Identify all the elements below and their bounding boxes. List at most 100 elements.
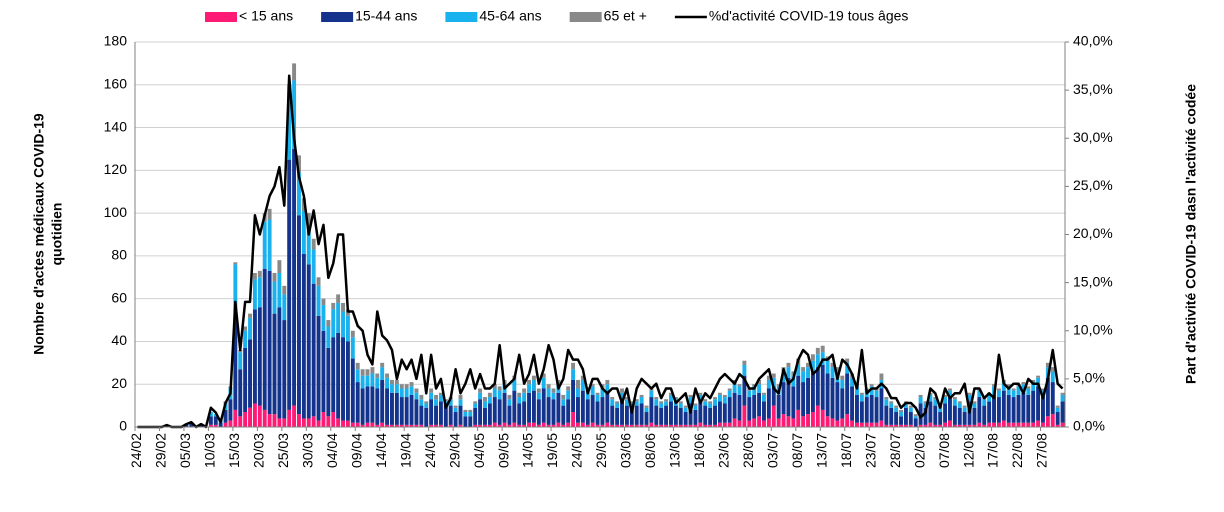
bar-segment	[507, 405, 512, 425]
bar-segment	[429, 388, 434, 393]
bar-segment	[512, 390, 517, 423]
bar-segment	[791, 371, 796, 376]
x-tick-label: 29/02	[153, 433, 169, 468]
x-tick-label: 20/03	[251, 433, 267, 468]
bar-segment	[830, 418, 835, 427]
x-tick-label: 03/06	[618, 433, 634, 468]
x-tick-label: 29/04	[446, 433, 462, 468]
bar-segment	[928, 422, 933, 427]
bar-segment	[277, 273, 282, 308]
x-tick-label: 04/05	[471, 433, 487, 468]
bar-segment	[899, 416, 903, 425]
bar-segment	[678, 424, 683, 427]
bar-segment	[483, 401, 487, 408]
bar-segment	[717, 422, 722, 427]
bar-segment	[595, 401, 600, 425]
bar-segment	[727, 397, 732, 423]
bar-segment	[512, 379, 517, 391]
bar-segment	[727, 390, 732, 398]
bar-segment	[874, 422, 879, 427]
bar-segment	[840, 379, 845, 389]
bar-segment	[698, 401, 703, 423]
bar-segment	[370, 386, 375, 423]
bar-segment	[806, 414, 810, 427]
bar-segment	[478, 424, 483, 427]
bar-segment	[590, 384, 595, 387]
bar-segment	[722, 394, 727, 398]
bar-segment	[644, 407, 649, 413]
bar-segment	[390, 379, 394, 385]
bar-segment	[967, 424, 972, 427]
bar-segment	[218, 422, 223, 427]
bar-segment	[360, 375, 365, 389]
bar-segment	[624, 424, 629, 427]
bar-segment	[1001, 390, 1006, 421]
bar-segment	[517, 397, 522, 404]
bar-segment	[375, 424, 380, 427]
bar-segment	[434, 424, 438, 427]
bar-segment	[796, 409, 801, 427]
bar-segment	[541, 373, 546, 378]
bar-segment	[277, 418, 282, 427]
y-tick-label: 120	[104, 161, 128, 177]
y2-tick-label: 25,0%	[1073, 177, 1113, 193]
bar-segment	[771, 373, 776, 378]
bar-segment	[321, 305, 326, 331]
x-tick-label: 19/04	[397, 433, 413, 468]
bar-segment	[590, 386, 595, 395]
bar-segment	[1041, 397, 1045, 423]
bar-segment	[326, 320, 331, 327]
bar-segment	[1021, 422, 1026, 427]
bar-segment	[385, 388, 390, 425]
bar-segment	[399, 388, 404, 398]
bar-segment	[850, 377, 855, 387]
bar-segment	[438, 392, 443, 395]
bar-segment	[531, 390, 536, 423]
bar-segment	[708, 401, 713, 404]
bar-segment	[962, 405, 967, 408]
bar-segment	[899, 409, 903, 413]
bar-segment	[938, 407, 943, 413]
bar-segment	[297, 414, 301, 427]
bar-segment	[394, 424, 399, 427]
bar-segment	[1031, 379, 1036, 383]
bar-segment	[639, 424, 644, 427]
bar-segment	[855, 394, 859, 423]
bar-segment	[708, 403, 713, 408]
bar-segment	[243, 330, 248, 348]
legend-swatch	[569, 12, 602, 22]
y-tick-label: 20	[111, 375, 127, 391]
bar-segment	[923, 403, 928, 408]
bar-segment	[713, 397, 717, 400]
bar-segment	[624, 397, 629, 400]
bar-segment	[531, 379, 536, 391]
x-tick-label: 14/04	[373, 433, 389, 468]
bar-segment	[659, 424, 664, 427]
bar-segment	[703, 405, 708, 425]
bar-segment	[737, 420, 742, 427]
bar-segment	[590, 422, 595, 427]
bar-segment	[962, 424, 967, 427]
bar-segment	[683, 405, 688, 408]
bar-segment	[815, 367, 820, 406]
bar-segment	[409, 394, 414, 425]
bar-segment	[551, 388, 556, 393]
bar-segment	[766, 418, 771, 427]
bar-segment	[669, 392, 673, 395]
bar-segment	[771, 377, 776, 387]
bar-segment	[654, 397, 659, 400]
bar-segment	[199, 424, 204, 427]
bar-segment	[331, 302, 336, 310]
bar-segment	[967, 394, 972, 402]
bar-segment	[835, 367, 840, 372]
bar-segment	[683, 407, 688, 413]
x-tick-label: 19/05	[544, 433, 560, 468]
bar-segment	[634, 424, 639, 427]
bar-segment	[781, 414, 786, 427]
bar-segment	[766, 375, 771, 380]
bar-segment	[943, 397, 948, 404]
bar-segment	[791, 386, 796, 419]
bar-segment	[287, 159, 292, 410]
bar-segment	[845, 358, 850, 363]
bar-segment	[576, 388, 580, 398]
